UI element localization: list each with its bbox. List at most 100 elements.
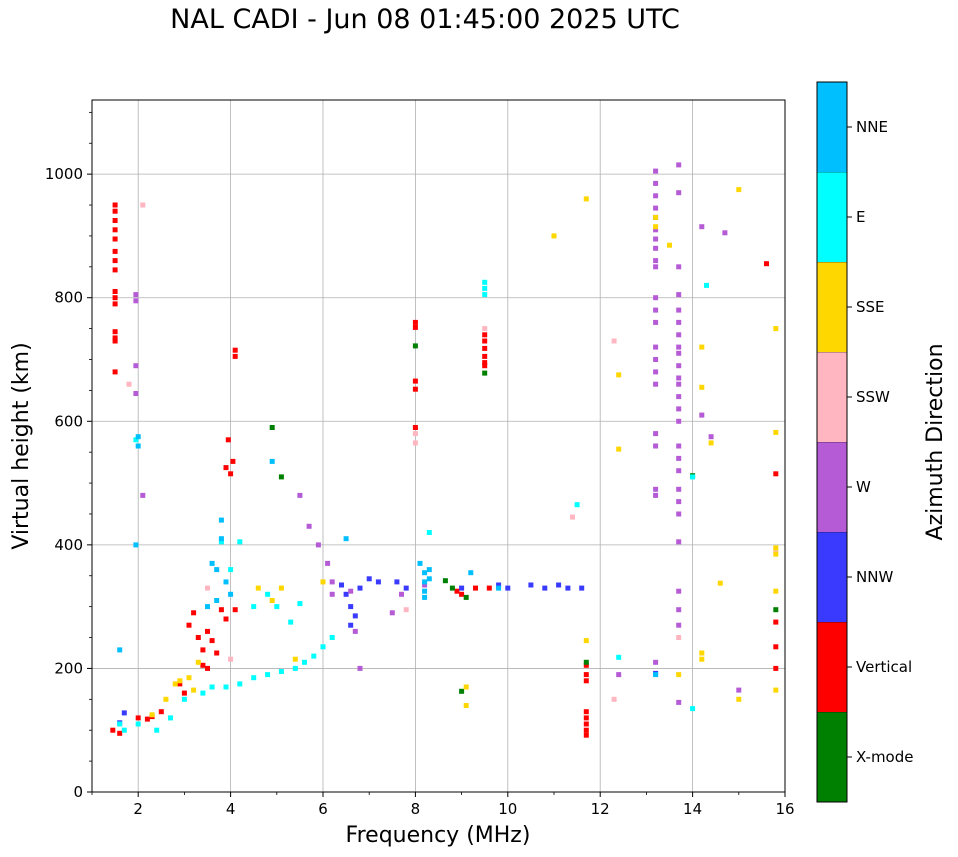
data-point-e [117,721,123,727]
data-point-vertical [112,329,118,335]
y-tick-label: 1000 [45,165,83,183]
data-point-w [653,180,659,186]
data-point-nnw [459,585,465,591]
data-point-w [653,227,659,233]
data-point-w [653,492,659,498]
data-point-vertical [232,607,238,613]
data-point-vertical [112,218,118,223]
data-point-sse [676,672,682,678]
data-point-ssw [570,514,575,520]
data-point-vertical [583,715,589,721]
data-point-w [676,394,682,400]
data-point-w [653,431,659,437]
data-point-sse [269,598,275,603]
data-point-vertical [177,681,183,687]
data-point-nne [135,443,141,449]
data-point-vertical [191,610,197,616]
data-point-sse [551,233,557,239]
axis-ticks: 2 4 6 8 10 12 14 16 0 200 400 600 800 1000 [45,111,795,818]
data-point-e [251,675,257,681]
data-point-vertical [144,716,150,722]
data-point-w [616,672,622,678]
data-point-vertical [223,616,229,622]
data-point-e [616,654,622,660]
data-point-w [653,245,659,251]
data-point-nne [228,591,234,597]
plot-frame [91,99,786,793]
data-point-vertical [773,644,779,650]
data-point-x-mode [442,578,448,584]
data-point-w [676,319,682,325]
data-point-e [482,292,488,298]
data-point-e [237,681,243,687]
data-point-nne [417,560,423,566]
data-point-nnw [348,604,354,610]
data-point-w [653,236,659,242]
data-point-sse [717,580,723,586]
data-point-w [653,205,659,211]
data-point-w [653,659,659,665]
data-point-nne [422,579,428,585]
data-point-e [237,539,243,545]
data-point-w [676,292,682,298]
data-point-sse [736,187,742,193]
data-point-sse [463,703,469,708]
data-point-w [133,298,139,304]
data-point-ssw [140,202,146,208]
colorbar-frame [816,81,848,803]
data-point-nne [214,598,220,603]
data-point-ssw [126,381,132,387]
data-point-nne [422,570,428,576]
data-point-vertical [583,721,589,727]
data-point-sse [278,585,284,591]
data-point-e [181,696,187,702]
data-point-w [653,486,659,492]
y-tick-label: 400 [54,536,83,554]
data-point-w [653,369,659,375]
data-point-w [325,560,331,566]
data-point-nne [422,588,428,594]
x-tick-label: 10 [498,800,517,818]
data-point-vertical [112,248,118,254]
data-point-nne [269,458,275,464]
data-point-nne [209,560,215,566]
data-point-w [699,224,705,230]
data-point-vertical [205,628,210,634]
data-point-sse [736,696,742,702]
data-point-w [736,687,742,693]
data-point-nnw [542,585,548,591]
data-point-w [676,455,682,461]
data-point-e [154,727,160,733]
colorbar-segment [817,532,847,622]
data-point-vertical [200,647,206,653]
data-point-nnw [528,582,534,588]
data-point-nnw [375,579,381,585]
chart-title: NAL CADI - Jun 08 01:45:00 2025 UTC [170,4,680,35]
data-point-w [676,511,682,517]
data-point-w [653,307,659,313]
data-point-e [482,285,488,291]
data-point-sse [177,678,183,684]
data-point-e [302,659,307,665]
data-point-w [329,579,335,585]
data-point-nnw [339,582,344,588]
data-point-nnw [496,582,502,588]
y-axis-label: Virtual height (km) [9,342,34,549]
data-point-w [315,542,321,548]
data-point-sse [292,656,298,662]
data-point-w [676,350,682,356]
data-point-w [676,443,682,449]
data-point-sse [699,384,705,390]
colorbar-tick-label: NNW [856,568,893,586]
data-point-w [676,406,682,412]
data-point-w [653,258,659,264]
x-tick-label: 2 [133,800,143,818]
colorbar-tick-label: NNE [856,118,888,136]
data-point-w [653,443,659,449]
data-point-nnw [579,585,585,591]
data-point-ssw [611,338,617,344]
colorbar: X-mode Vertical NNW W SSW SSE E NNE [816,81,913,803]
y-tick-label: 0 [73,783,83,801]
data-point-vertical [195,635,201,640]
